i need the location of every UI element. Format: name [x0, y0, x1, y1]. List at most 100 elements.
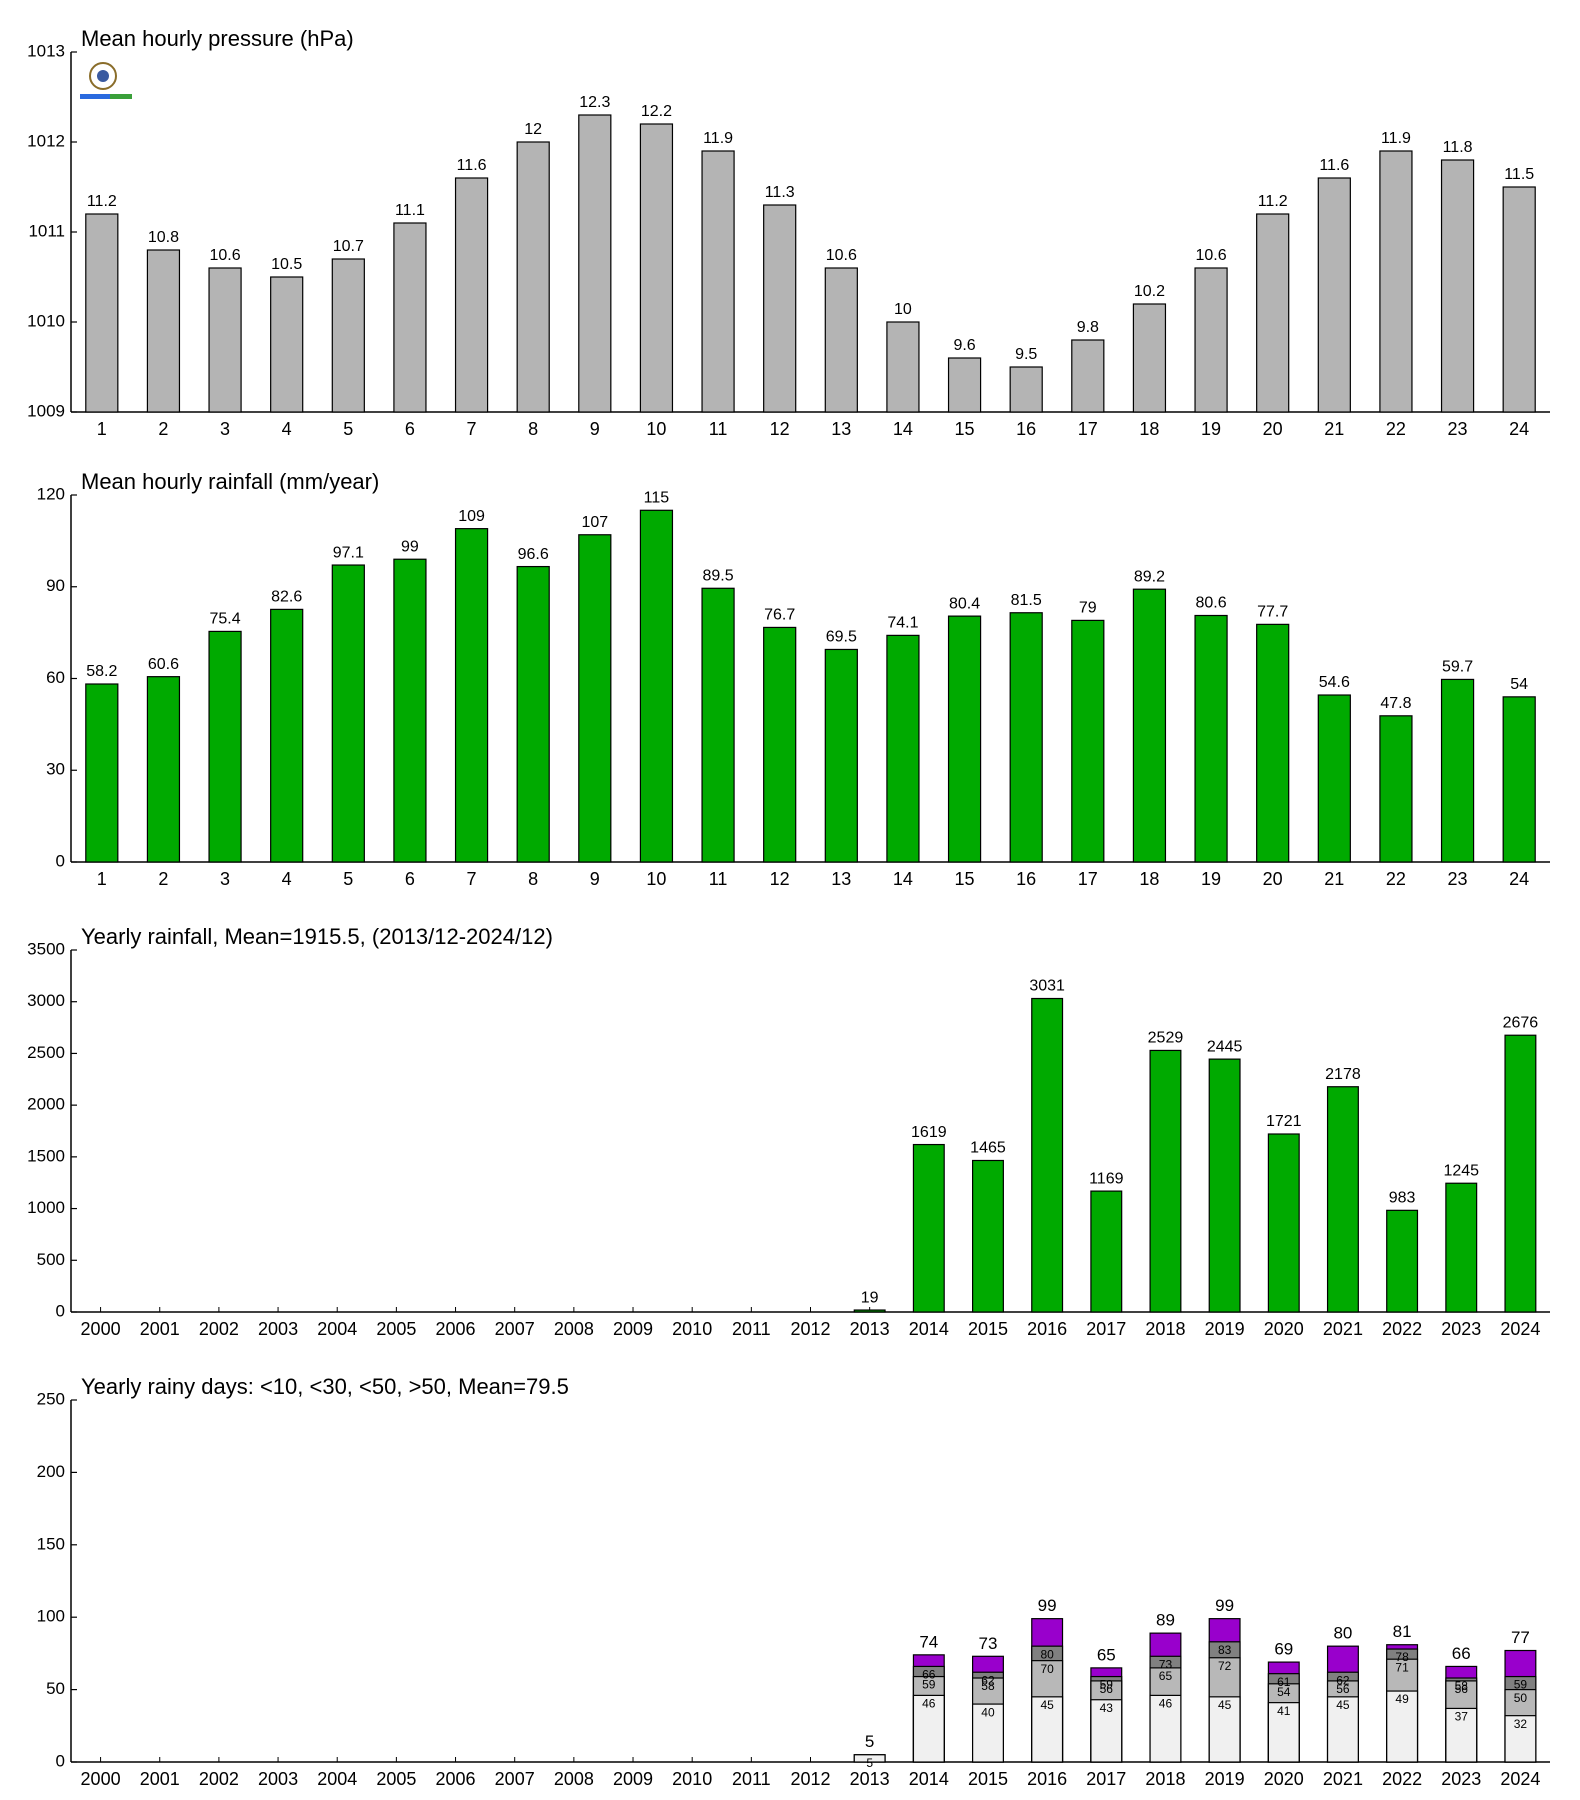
value-label: 19	[861, 1289, 879, 1306]
bar	[393, 558, 427, 863]
x-tick-label: 15	[955, 419, 975, 439]
bar	[1208, 1058, 1241, 1313]
segment-label: 73	[1159, 1657, 1173, 1671]
x-tick-label: 2004	[317, 1769, 357, 1789]
value-label: 80.4	[949, 595, 980, 612]
bar	[639, 509, 674, 863]
bar	[1326, 1086, 1359, 1313]
y-tick-label: 3500	[27, 939, 65, 958]
x-tick-label: 2013	[850, 1769, 890, 1789]
value-label: 10.7	[333, 238, 364, 255]
segment-label: 46	[922, 1697, 936, 1711]
value-label: 89	[1156, 1611, 1175, 1630]
bar	[1194, 614, 1228, 863]
x-tick-label: 2021	[1323, 1319, 1363, 1339]
bar	[1317, 177, 1351, 413]
y-tick-label: 200	[37, 1462, 65, 1481]
bar	[701, 587, 735, 863]
segment-label: 37	[1455, 1710, 1469, 1724]
bar	[1149, 1049, 1182, 1313]
value-label: 66	[1452, 1644, 1471, 1663]
bar	[516, 141, 550, 413]
value-label: 74.1	[887, 615, 918, 632]
bar	[454, 528, 489, 863]
x-tick-label: 6	[405, 869, 415, 889]
value-label: 1465	[970, 1140, 1006, 1157]
x-tick-label: 2017	[1086, 1319, 1126, 1339]
x-tick-label: 2002	[199, 1319, 239, 1339]
bar	[701, 150, 735, 413]
value-label: 75.4	[209, 611, 240, 628]
x-tick-label: 13	[831, 869, 851, 889]
x-tick-label: 2009	[613, 1769, 653, 1789]
segment-label: 78	[1395, 1650, 1409, 1664]
value-label: 77.7	[1257, 604, 1288, 621]
x-tick-label: 22	[1386, 869, 1406, 889]
bar	[516, 565, 550, 863]
bar	[1502, 696, 1536, 863]
value-label: 1169	[1089, 1170, 1124, 1187]
bar	[639, 123, 674, 413]
bar	[886, 634, 920, 863]
x-tick-label: 2018	[1145, 1319, 1185, 1339]
y-tick-label: 1013	[27, 41, 65, 60]
x-tick-label: 3	[220, 869, 230, 889]
x-tick-label: 24	[1509, 419, 1529, 439]
value-label: 80.6	[1195, 595, 1226, 612]
value-label: 12.2	[641, 103, 672, 120]
segment-label: 5	[866, 1756, 873, 1770]
x-tick-label: 2011	[732, 1769, 771, 1789]
segment-label: 62	[981, 1673, 995, 1687]
bar	[763, 204, 797, 413]
y-tick-label: 120	[37, 484, 65, 503]
bar	[1445, 1707, 1478, 1763]
value-label: 11.5	[1504, 166, 1534, 183]
value-label: 983	[1389, 1190, 1416, 1207]
segment-label: 66	[922, 1668, 936, 1682]
segment-label: 58	[981, 1679, 995, 1693]
y-tick-label: 0	[56, 1301, 65, 1320]
value-label: 65	[1097, 1645, 1116, 1664]
x-tick-label: 2013	[850, 1319, 890, 1339]
x-tick-label: 2022	[1382, 1769, 1422, 1789]
y-tick-label: 1500	[27, 1146, 65, 1165]
bar	[1090, 1699, 1123, 1763]
x-tick-label: 22	[1386, 419, 1406, 439]
x-tick-label: 2008	[554, 1769, 594, 1789]
segment-label: 41	[1277, 1704, 1291, 1718]
bar	[578, 114, 612, 413]
value-label: 99	[1038, 1596, 1057, 1615]
segment-label: 62	[1336, 1673, 1350, 1687]
x-tick-label: 21	[1324, 419, 1344, 439]
value-label: 2445	[1207, 1038, 1243, 1055]
segment-label: 50	[1514, 1691, 1528, 1705]
x-tick-label: 21	[1324, 869, 1344, 889]
bar	[1071, 339, 1105, 413]
bar	[270, 608, 304, 863]
x-tick-label: 2008	[554, 1319, 594, 1339]
segment-label: 83	[1218, 1643, 1232, 1657]
bar	[971, 1703, 1004, 1763]
bar	[1440, 159, 1475, 413]
x-tick-label: 2000	[81, 1319, 121, 1339]
value-label: 73	[979, 1634, 998, 1653]
x-tick-label: 2016	[1027, 1769, 1067, 1789]
x-tick-label: 19	[1201, 869, 1221, 889]
segment-label: 61	[1277, 1675, 1291, 1689]
x-tick-label: 2021	[1323, 1769, 1363, 1789]
value-label: 12.3	[579, 94, 610, 111]
segment-label: 56	[1455, 1682, 1469, 1696]
segment-label: 59	[1514, 1678, 1528, 1692]
value-label: 11.8	[1443, 139, 1473, 156]
x-tick-label: 1	[97, 419, 107, 439]
segment-label: 43	[1100, 1701, 1114, 1715]
x-tick-label: 11	[709, 419, 728, 439]
x-tick-label: 2000	[81, 1769, 121, 1789]
value-label: 9.8	[1077, 319, 1099, 336]
bar	[1267, 1702, 1300, 1763]
bar	[578, 534, 612, 863]
segment-label: 70	[1040, 1662, 1054, 1676]
segment-label: 49	[1395, 1692, 1409, 1706]
bar	[1071, 619, 1105, 863]
